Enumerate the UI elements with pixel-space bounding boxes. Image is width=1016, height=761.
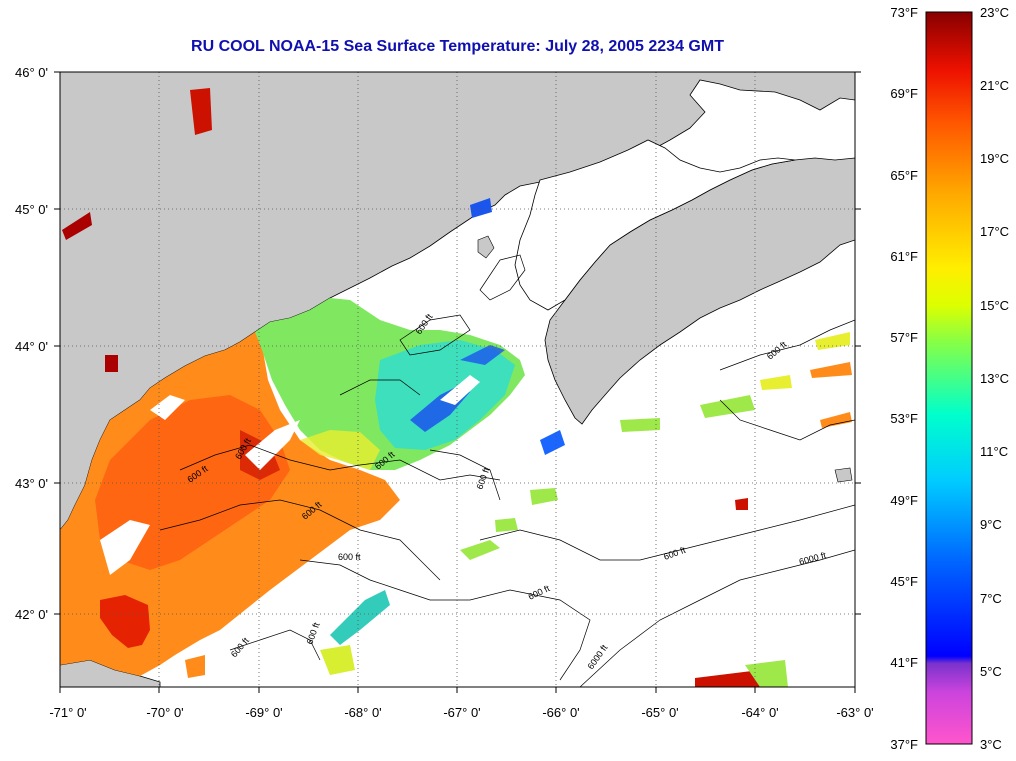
land-island-1 [477,235,495,259]
sst-patch-green-1 [530,488,558,505]
lon-labels: -71° 0' -70° 0' -69° 0' -68° 0' -67° 0' … [49,705,873,720]
sst-patch-red-5 [62,212,92,240]
sst-patch-red-2 [695,670,770,687]
sst-patch-blue-2 [470,198,492,218]
cb-c-label-1: 23°C [980,5,1009,20]
lon-label-3: -69° 0' [245,705,282,720]
contour-600-f [479,254,526,301]
contour-600-c [299,559,591,681]
lat-label-5: 42° 0' [15,607,48,622]
contour-600-b [159,499,441,581]
cb-f-label-9: 41°F [890,655,918,670]
lon-label-4: -68° 0' [344,705,381,720]
sst-red-patch [100,595,150,648]
sst-patch-yellow-2 [760,375,792,390]
contour-6000-a [579,549,855,687]
lon-label-1: -71° 0' [49,705,86,720]
sst-patch-yellow-3 [815,332,850,350]
cb-c-label-10: 5°C [980,664,1002,679]
contour-600-e [479,504,855,561]
cb-c-label-7: 11°C [980,444,1008,459]
cb-c-label-11: 3°C [980,737,1002,752]
sst-patch-orange-3 [185,655,205,678]
cloud-gap-2 [245,420,300,470]
lat-lon-grid [60,72,855,687]
land-mainland [60,72,855,531]
cb-c-label-3: 19°C [980,151,1009,166]
sst-blue-streak-2 [460,345,505,365]
lon-label-9: -63° 0' [836,705,873,720]
contour-600-g [399,314,471,356]
cb-c-label-8: 9°C [980,517,1002,532]
sst-patch-green-4 [700,395,755,418]
land-se-mass [60,659,161,687]
lat-label-1: 46° 0' [15,65,48,80]
bay-of-fundy [514,139,796,311]
contour-600-k [429,449,501,501]
sst-patch-red-4 [105,355,118,372]
contour-label-5: 600 ft [338,552,361,562]
sst-patch-orange-2 [820,412,852,428]
lon-label-6: -66° 0' [542,705,579,720]
lon-label-2: -70° 0' [146,705,183,720]
map-title: RU COOL NOAA-15 Sea Surface Temperature:… [191,38,724,55]
cb-c-label-5: 15°C [980,298,1009,313]
contour-600-i [719,399,855,441]
lat-label-2: 45° 0' [15,202,48,217]
colorbar [925,11,973,745]
cb-f-label-4: 61°F [890,249,918,264]
cb-c-label-2: 21°C [980,78,1009,93]
cb-f-label-2: 69°F [890,86,918,101]
tick-marks [54,71,861,693]
sst-patch-blue-1 [540,430,565,455]
cb-f-label-10: 37°F [890,737,918,752]
sst-patch-red-1 [735,498,748,510]
cloud-gap-3 [100,520,150,575]
sst-patch-yellow-1 [320,645,355,675]
cb-f-label-8: 45°F [890,574,918,589]
sst-patch-red-3 [190,88,212,135]
cb-f-label-5: 57°F [890,330,918,345]
sst-patch-green-6 [745,660,788,687]
cb-f-label-7: 49°F [890,493,918,508]
contour-600-a [179,444,501,481]
contour-600-j [339,379,421,396]
colorbar-c-labels: 23°C 21°C 19°C 17°C 15°C 13°C 11°C 9°C 7… [980,5,1009,752]
depth-contours [159,254,855,687]
sst-patch-green-3 [460,540,500,560]
cloud-gap-1 [150,395,185,420]
lat-label-3: 44° 0' [15,339,48,354]
cb-c-label-6: 13°C [980,371,1009,386]
sst-patch-green-5 [620,418,660,432]
sst-patch-cyan-1 [330,590,390,645]
lon-label-5: -67° 0' [443,705,480,720]
cb-c-label-9: 7°C [980,591,1002,606]
lat-label-4: 43° 0' [15,476,48,491]
lon-label-8: -64° 0' [741,705,778,720]
cb-f-label-1: 73°F [890,5,918,20]
cloud-gap-4 [440,375,480,405]
cb-c-label-4: 17°C [980,224,1009,239]
lon-label-7: -65° 0' [641,705,678,720]
sst-yellow-band [300,430,380,470]
colorbar-f-labels: 73°F 69°F 65°F 61°F 57°F 53°F 49°F 45°F … [890,5,918,752]
contour-600-h [719,319,855,371]
sst-patch-green-2 [495,518,518,532]
sst-patch-orange-1 [810,362,852,378]
land-island-2 [834,467,853,483]
cb-f-label-6: 53°F [890,411,918,426]
cb-f-label-3: 65°F [890,168,918,183]
lat-labels: 46° 0' 45° 0' 44° 0' 43° 0' 42° 0' [15,65,48,622]
contour-600-d [229,629,321,661]
